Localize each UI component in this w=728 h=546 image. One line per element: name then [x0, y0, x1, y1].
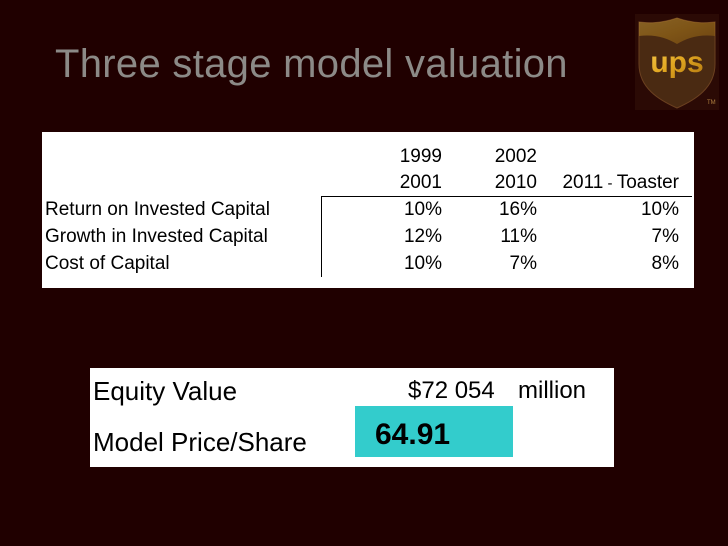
valuation-table: 1999 2001 2002 2010 2011 - Toaster Retur…	[42, 132, 694, 288]
row-label-coc: Cost of Capital	[45, 253, 170, 274]
price-share-value: 64.91	[375, 418, 451, 451]
cell-roic-3: 10%	[640, 199, 679, 220]
cell-coc-3: 8%	[651, 253, 679, 274]
row-label-growth: Growth in Invested Capital	[45, 226, 268, 247]
cell-growth-2: 11%	[500, 226, 537, 247]
svg-text:TM: TM	[707, 100, 716, 106]
equity-value-unit: million	[518, 377, 587, 404]
cell-growth-3: 7%	[651, 226, 679, 247]
valuation-result: Equity Value $72 054 million Model Price…	[90, 368, 614, 467]
cell-roic-1: 10%	[403, 199, 442, 220]
equity-value-amount: $72 054	[408, 377, 495, 404]
col-header-3-line2: Toaster	[616, 172, 679, 193]
cell-coc-2: 7%	[509, 253, 537, 274]
slide-title: Three stage model valuation	[55, 42, 568, 86]
label-divider	[321, 196, 322, 277]
col-header-3-line1: 2011	[562, 172, 604, 193]
row-label-roic: Return on Invested Capital	[45, 199, 270, 220]
col-header-1-line1: 1999	[399, 146, 442, 167]
col-header-3-dash: -	[603, 175, 617, 192]
svg-text:ups: ups	[650, 46, 703, 79]
header-divider	[322, 196, 692, 197]
equity-value-label: Equity Value	[93, 376, 238, 406]
cell-growth-1: 12%	[403, 226, 442, 247]
col-header-3: 2011 - Toaster	[562, 172, 679, 195]
col-header-2-line1: 2002	[494, 146, 537, 167]
col-header-1-line2: 2001	[399, 172, 442, 193]
col-header-2-line2: 2010	[494, 172, 537, 193]
cell-coc-1: 10%	[403, 253, 442, 274]
price-share-highlight: 64.91	[355, 406, 513, 457]
price-share-label: Model Price/Share	[93, 427, 307, 457]
ups-shield-icon: ups TM	[638, 17, 716, 109]
cell-roic-2: 16%	[498, 199, 537, 220]
ups-logo: ups TM	[635, 14, 719, 110]
